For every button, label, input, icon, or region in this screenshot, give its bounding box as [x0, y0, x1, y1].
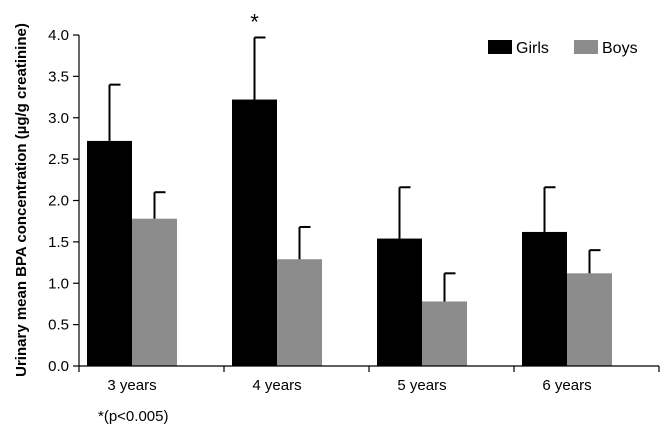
- bar-girls-4-years: [232, 99, 277, 367]
- y-tick-label: 4.0: [48, 27, 69, 44]
- legend-swatch-girls: [488, 40, 512, 54]
- y-tick-label: 2.5: [48, 151, 69, 168]
- footnote-significance: *(p<0.005): [98, 408, 168, 425]
- y-tick-label: 1.0: [48, 275, 69, 292]
- y-tick-label: 0.5: [48, 317, 69, 334]
- y-tick-label: 3.0: [48, 110, 69, 127]
- y-tick-label: 3.5: [48, 68, 69, 85]
- x-tick-label: 3 years: [107, 377, 156, 394]
- significance-marker: *: [250, 9, 259, 34]
- bar-boys-3-years: [132, 218, 177, 366]
- bar-girls-5-years: [377, 238, 422, 366]
- legend-swatch-boys: [574, 40, 598, 54]
- x-tick-label: 6 years: [542, 377, 591, 394]
- legend-label-girls: Girls: [516, 40, 549, 57]
- bar-girls-6-years: [522, 231, 567, 366]
- x-tick-label: 5 years: [397, 377, 446, 394]
- y-axis-label: Urinary mean BPA concentration (µg/g cre…: [13, 23, 30, 377]
- bar-girls-3-years: [87, 140, 132, 366]
- x-tick-label: 4 years: [252, 377, 301, 394]
- y-tick-label: 2.0: [48, 193, 69, 210]
- bar-boys-4-years: [277, 259, 322, 366]
- bar-boys-5-years: [422, 301, 467, 366]
- bar-boys-6-years: [567, 273, 612, 366]
- legend-label-boys: Boys: [602, 40, 638, 57]
- y-tick-label: 1.5: [48, 234, 69, 251]
- y-tick-label: 0.0: [48, 358, 69, 375]
